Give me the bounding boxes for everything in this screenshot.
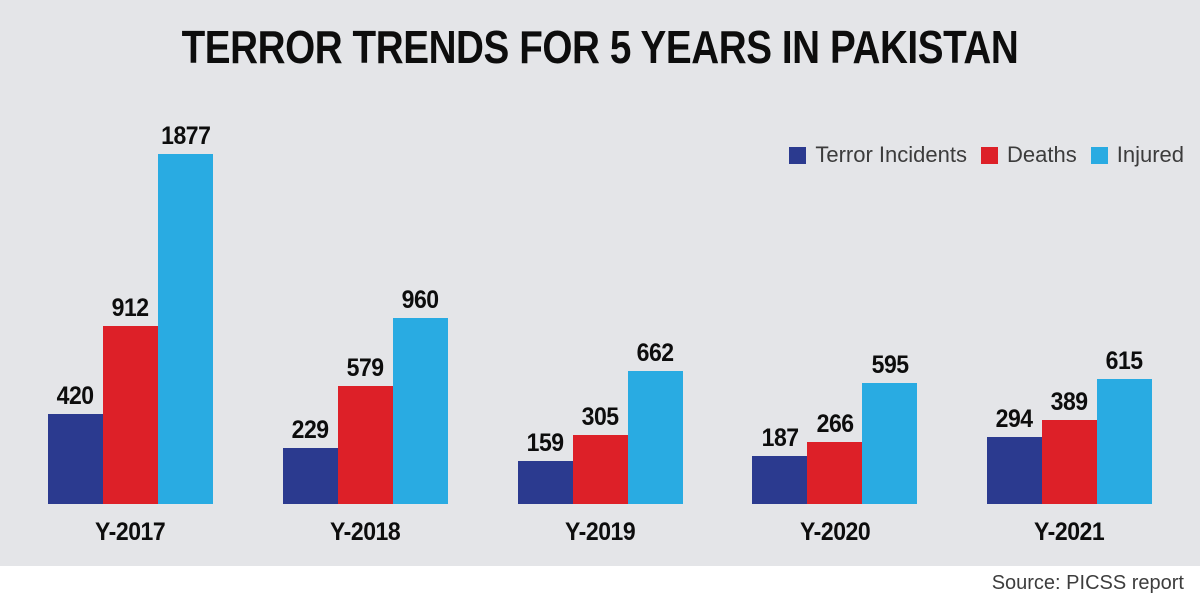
bar-value-label: 662 xyxy=(636,339,674,367)
terror-incidents-bar xyxy=(987,437,1042,504)
category-label: Y-2020 xyxy=(799,518,871,546)
deaths-bar xyxy=(1042,420,1097,504)
bars-row: 229 579 960 xyxy=(282,286,448,504)
legend-item-0: Terror Incidents xyxy=(789,142,967,168)
bar-value-label: 305 xyxy=(581,403,619,431)
bar-group-Y-2021: 294 389 615 Y-2021 xyxy=(987,347,1152,546)
bar-group-Y-2017: 420 912 1877 Y-2017 xyxy=(48,122,213,546)
legend-label: Deaths xyxy=(1007,142,1077,167)
footer: Source: PICSS report xyxy=(0,566,1200,600)
terror-incidents-bar xyxy=(48,414,103,504)
bar-column: 579 xyxy=(337,354,393,504)
terror-incidents-bar xyxy=(517,461,573,504)
legend-label: Terror Incidents xyxy=(815,142,967,167)
bar-value-label: 1877 xyxy=(160,122,211,150)
bar-group-Y-2018: 229 579 960 Y-2018 xyxy=(282,286,448,546)
bar-value-label: 294 xyxy=(995,405,1034,433)
legend-item-2: Injured xyxy=(1090,142,1184,168)
bar-column: 266 xyxy=(807,410,863,504)
bar-column: 187 xyxy=(752,424,808,504)
bars-row: 187 266 595 xyxy=(752,351,918,504)
bars-row: 420 912 1877 xyxy=(48,122,213,504)
terror-incidents-bar xyxy=(282,448,338,504)
bar-column: 595 xyxy=(862,351,918,504)
deaths-bar xyxy=(572,435,628,504)
bar-value-label: 579 xyxy=(346,354,384,382)
injured-bar xyxy=(392,318,448,504)
chart-area: TERROR TRENDS FOR 5 YEARS IN PAKISTAN Te… xyxy=(0,0,1200,566)
bar-column: 1877 xyxy=(158,122,213,504)
legend-item-1: Deaths xyxy=(981,142,1077,168)
bar-column: 615 xyxy=(1097,347,1152,504)
bar-group-Y-2019: 159 305 662 Y-2019 xyxy=(517,339,683,546)
bar-column: 229 xyxy=(282,416,338,504)
chart-title: TERROR TRENDS FOR 5 YEARS IN PAKISTAN xyxy=(181,21,1019,73)
injured-bar xyxy=(1097,379,1152,504)
legend-swatch-icon xyxy=(981,146,998,164)
bar-column: 159 xyxy=(517,429,573,504)
deaths-bar xyxy=(337,386,393,504)
bar-value-label: 595 xyxy=(871,351,909,379)
category-label: Y-2021 xyxy=(1034,518,1105,546)
injured-bar xyxy=(158,154,213,504)
bars-row: 294 389 615 xyxy=(987,347,1152,504)
legend-label: Injured xyxy=(1116,142,1184,167)
legend-swatch-icon xyxy=(1090,146,1108,164)
source-note: Source: PICSS report xyxy=(991,571,1184,594)
bar-value-label: 229 xyxy=(291,416,329,444)
bar-group-Y-2020: 187 266 595 Y-2020 xyxy=(752,351,918,546)
bars-row: 159 305 662 xyxy=(517,339,683,504)
bar-column: 960 xyxy=(392,286,448,504)
bar-column: 389 xyxy=(1042,388,1097,504)
injured-bar xyxy=(862,383,918,504)
bar-value-label: 266 xyxy=(816,410,854,438)
bar-value-label: 615 xyxy=(1105,347,1144,375)
category-label: Y-2017 xyxy=(95,518,166,546)
legend: Terror Incidents Deaths Injured xyxy=(789,142,1184,168)
category-label: Y-2018 xyxy=(330,518,401,546)
bar-column: 420 xyxy=(48,382,103,504)
bar-value-label: 912 xyxy=(111,294,150,322)
bar-column: 662 xyxy=(627,339,683,504)
bar-groups: 420 912 1877 Y-2017 229 579 960 Y-2018 159 305 662… xyxy=(48,122,1152,546)
bar-column: 294 xyxy=(987,405,1042,504)
legend-swatch-icon xyxy=(789,146,807,164)
bar-column: 305 xyxy=(572,403,628,504)
bar-value-label: 389 xyxy=(1050,388,1089,416)
bar-value-label: 187 xyxy=(761,424,799,452)
terror-incidents-bar xyxy=(752,456,808,504)
bar-value-label: 960 xyxy=(401,286,439,314)
category-label: Y-2019 xyxy=(564,518,636,546)
bar-column: 912 xyxy=(103,294,158,504)
bar-value-label: 420 xyxy=(56,382,95,410)
injured-bar xyxy=(627,371,683,504)
deaths-bar xyxy=(807,442,863,504)
bar-value-label: 159 xyxy=(526,429,564,457)
deaths-bar xyxy=(103,326,158,504)
